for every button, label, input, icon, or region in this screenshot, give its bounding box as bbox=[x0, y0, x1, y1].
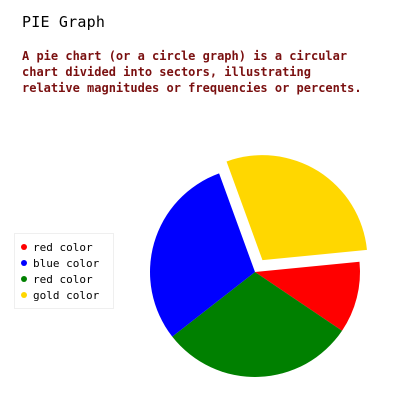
legend-label-4: gold color bbox=[33, 288, 100, 302]
legend-item-3: red color bbox=[15, 271, 113, 287]
legend-label-2: blue color bbox=[33, 256, 100, 270]
legend-swatch-1 bbox=[21, 244, 27, 250]
legend-swatch-4 bbox=[21, 292, 27, 298]
legend-swatch-2 bbox=[21, 260, 27, 266]
legend-swatch-3 bbox=[21, 276, 27, 282]
pie-slice-3 bbox=[172, 272, 343, 377]
legend-label-3: red color bbox=[33, 272, 93, 286]
pie-slice-2 bbox=[255, 261, 360, 331]
legend-item-1: red color bbox=[15, 239, 113, 255]
legend-label-1: red color bbox=[33, 240, 93, 254]
legend-item-2: blue color bbox=[15, 255, 113, 271]
legend-item-4: gold color bbox=[15, 287, 113, 303]
page-title: PIE Graph bbox=[22, 13, 106, 31]
pie-slice-1 bbox=[226, 155, 367, 261]
chart-legend: red color blue color red color gold colo… bbox=[14, 233, 114, 309]
pie-slice-4 bbox=[149, 173, 255, 337]
page-description: A pie chart (or a circle graph) is a cir… bbox=[22, 49, 362, 95]
